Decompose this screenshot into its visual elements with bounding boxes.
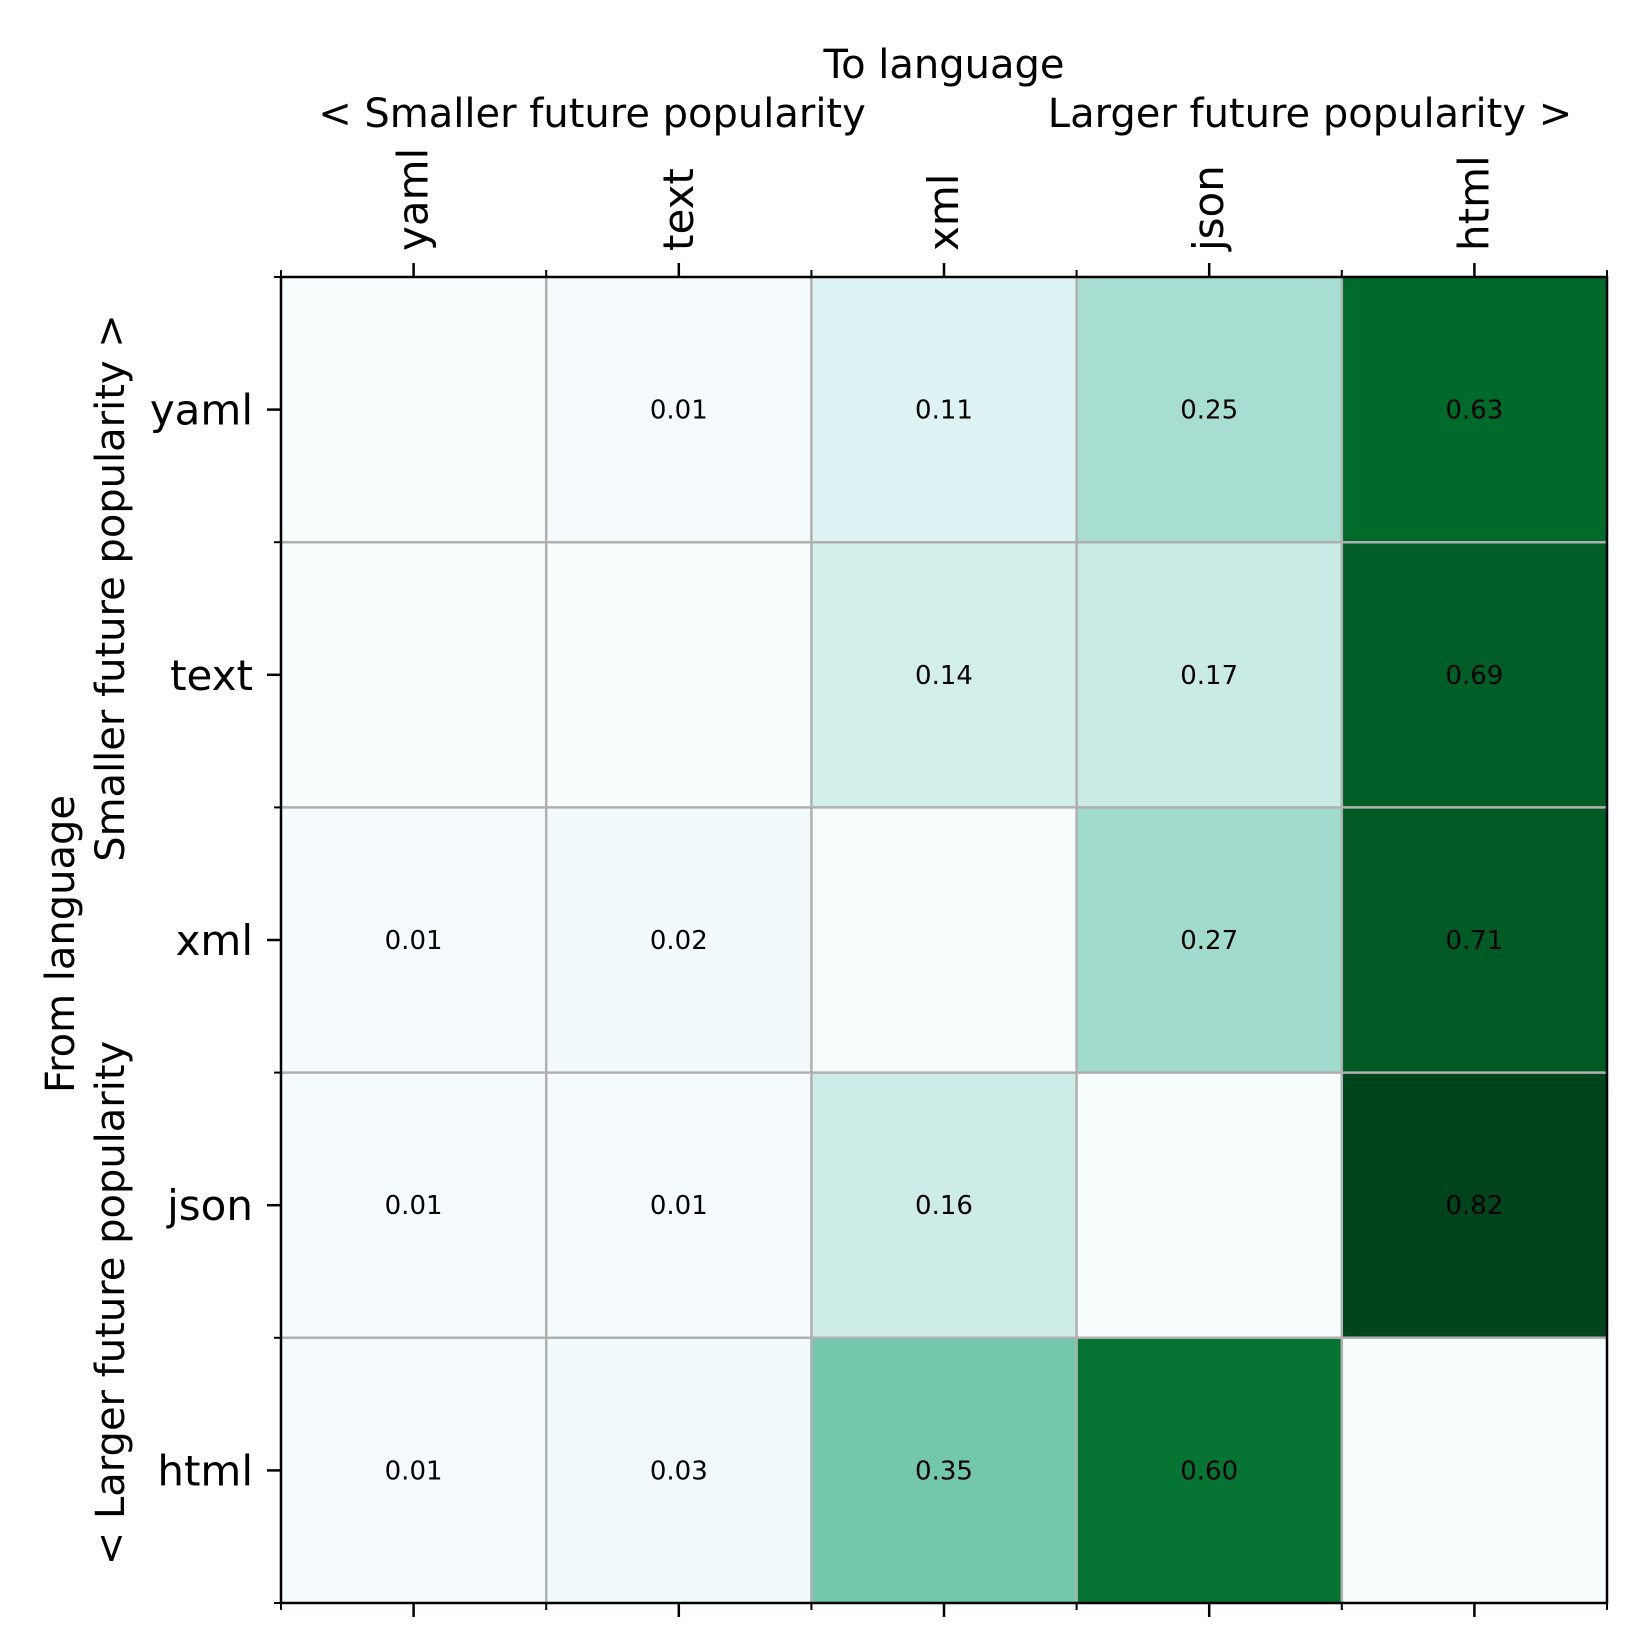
heatmap-cell-html-yaml [281,1337,547,1603]
heatmap-cell-html-html [1341,1337,1607,1603]
heatmap-cell-xml-yaml [281,807,547,1073]
y-tick-label-text: text [170,651,253,700]
cell-value-label: 0.35 [915,1456,973,1486]
cell-value-label: 0.17 [1180,661,1238,691]
y-axis-title: From language [38,795,84,1093]
heatmap-cell-yaml-text [546,277,812,543]
heatmap-cell-text-xml [811,542,1077,808]
cell-value-label: 0.63 [1445,396,1503,426]
cell-value-label: 0.02 [650,926,708,956]
x-tick-label-yaml: yaml [389,148,438,251]
heatmap-cell-yaml-json [1076,277,1342,543]
x-axis-title: To language [822,42,1064,88]
heatmap-cell-xml-text [546,807,812,1073]
x-axis-subtitle-right: Larger future popularity > [1048,91,1572,137]
axis-tick-labels: yaml text xml json html yaml text xml json html [150,148,1499,1496]
heatmap-cell-html-text [546,1337,812,1603]
cell-value-label: 0.71 [1445,926,1503,956]
cell-value-label: 0.01 [650,1191,708,1221]
heatmap-cell-json-json [1076,1072,1342,1338]
heatmap-cell-xml-json [1076,807,1342,1073]
cell-value-label: 0.25 [1180,396,1238,426]
heatmap-cell-json-xml [811,1072,1077,1338]
cell-value-label: 0.01 [385,1191,443,1221]
heatmap-cell-text-html [1341,542,1607,808]
heatmap-cell-html-xml [811,1337,1077,1603]
heatmap-cell-text-text [546,542,812,808]
heatmap-cell-yaml-html [1341,277,1607,543]
y-tick-label-json: json [166,1181,253,1230]
y-tick-label-xml: xml [176,916,253,965]
cell-value-label: 0.14 [915,661,973,691]
cell-value-label: 0.60 [1180,1456,1238,1486]
cell-value-label: 0.82 [1445,1191,1503,1221]
heatmap-cell-html-json [1076,1337,1342,1603]
cell-value-label: 0.03 [650,1456,708,1486]
heatmap-cell-xml-xml [811,807,1077,1073]
cell-value-label: 0.11 [915,396,973,426]
x-tick-label-json: json [1184,165,1233,252]
heatmap-cell-xml-html [1341,807,1607,1073]
heatmap-cells [281,277,1607,1603]
x-axis-subtitle-left: < Smaller future popularity [318,91,866,137]
cell-value-label: 0.69 [1445,661,1503,691]
cell-value-label: 0.01 [385,926,443,956]
heatmap-cell-json-html [1341,1072,1607,1338]
y-axis-subtitle-top: Smaller future popularity > [88,314,134,862]
cell-value-label: 0.01 [650,396,708,426]
x-tick-label-html: html [1449,155,1498,251]
x-tick-label-xml: xml [919,174,968,251]
cell-value-label: 0.16 [915,1191,973,1221]
y-tick-label-yaml: yaml [150,386,253,435]
heatmap-cell-json-yaml [281,1072,547,1338]
heatmap-cell-labels: 0.01 0.11 0.25 0.63 0.14 0.17 0.69 0.01 0.02 0.27… [385,396,1504,1487]
heatmap-cell-text-json [1076,542,1342,808]
heatmap-cell-yaml-xml [811,277,1077,543]
heatmap-cell-yaml-yaml [281,277,547,543]
heatmap-cell-text-yaml [281,542,547,808]
y-tick-label-html: html [157,1446,253,1495]
heatmap-cell-json-text [546,1072,812,1338]
cell-value-label: 0.27 [1180,926,1238,956]
cell-value-label: 0.01 [385,1456,443,1486]
heatmap-grid [281,277,1607,1603]
y-axis-subtitle-bottom: < Larger future popularity [88,1041,134,1565]
x-tick-label-text: text [654,168,703,251]
plot-frame [279,275,1609,1605]
